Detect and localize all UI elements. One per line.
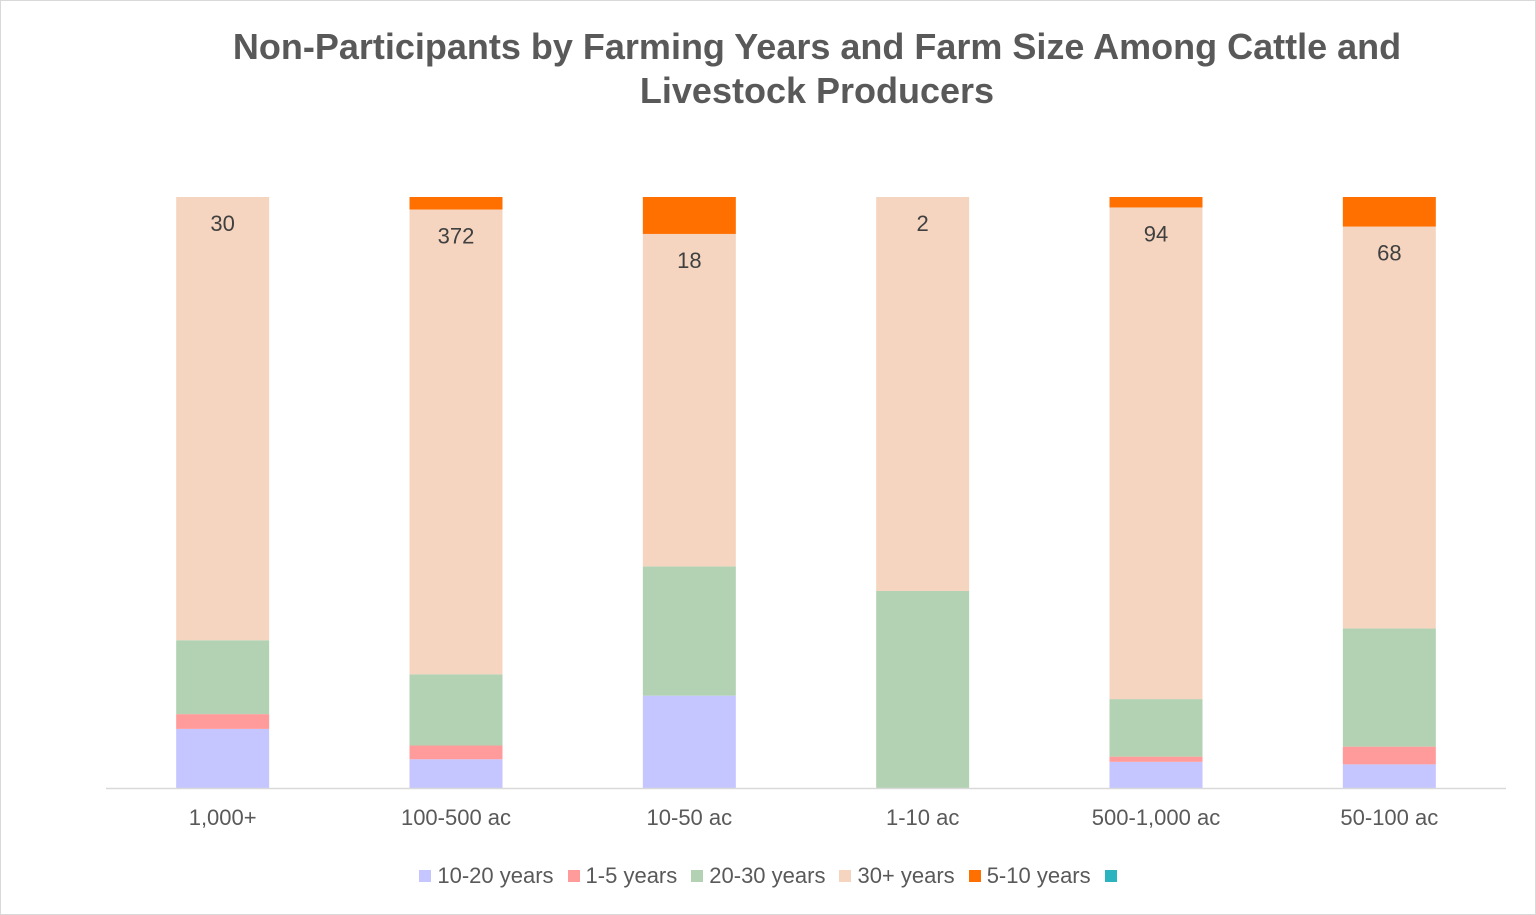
bar-segment <box>409 759 503 788</box>
legend-item: 1-5 years <box>567 861 678 891</box>
x-tick-label: 50-100 ac <box>1340 805 1438 830</box>
legend: 10-20 years 1-5 years 20-30 years 30+ years… <box>1 861 1535 891</box>
bar-segment <box>1342 628 1436 747</box>
legend-label: 1-5 years <box>585 863 678 888</box>
bar-segment <box>876 591 970 788</box>
legend-swatch <box>1104 870 1117 882</box>
data-label: 68 <box>1377 240 1401 265</box>
legend-item: 10-20 years <box>419 861 554 891</box>
legend-label: 30+ years <box>857 863 955 888</box>
bar-segment <box>409 674 503 746</box>
bar-segment <box>176 640 270 715</box>
bar-segment <box>1109 756 1203 762</box>
data-label: 94 <box>1144 221 1168 246</box>
legend-item: 30+ years <box>839 861 955 891</box>
data-label: 2 <box>917 211 929 236</box>
legend-swatch <box>691 870 704 882</box>
bar-segment <box>1109 197 1203 208</box>
bar-segment <box>642 695 736 788</box>
bar-segment <box>642 566 736 696</box>
data-label: 30 <box>210 211 234 236</box>
legend-swatch <box>839 870 852 882</box>
bar-segment <box>1342 764 1436 788</box>
legend-swatch <box>567 870 580 882</box>
chart-title: Non-Participants by Farming Years and Fa… <box>232 26 1402 111</box>
bar-segment <box>409 745 503 760</box>
bar-segment <box>409 209 503 675</box>
x-tick-label: 500-1,000 ac <box>1092 805 1220 830</box>
bar-segment <box>176 197 270 641</box>
bar-segment <box>1342 746 1436 765</box>
legend-swatch <box>419 870 432 882</box>
legend-item: 20-30 years <box>691 861 825 891</box>
bar-segment <box>409 197 503 210</box>
data-label: 372 <box>438 223 475 248</box>
legend-label: 10-20 years <box>437 863 554 888</box>
bar-segment <box>1342 197 1436 227</box>
bar-segment <box>642 197 736 234</box>
bar-segment <box>876 197 970 591</box>
bar-segment <box>176 714 270 729</box>
x-tick-label: 100-500 ac <box>401 805 511 830</box>
legend-item: 5-10 years <box>968 861 1091 891</box>
bar-segment <box>1109 207 1203 700</box>
legend-item <box>1104 861 1117 891</box>
legend-label: 5-10 years <box>986 863 1091 888</box>
bar-segment <box>176 728 270 788</box>
bar-segment <box>1109 699 1203 757</box>
x-tick-label: 1-10 ac <box>886 805 959 830</box>
bar-segment <box>1342 226 1436 629</box>
bar-segment <box>1109 761 1203 788</box>
legend-swatch <box>968 870 981 882</box>
bar-segment <box>642 233 736 567</box>
x-tick-label: 10-50 ac <box>647 805 733 830</box>
data-label: 18 <box>677 248 701 273</box>
x-tick-label: 1,000+ <box>189 805 257 830</box>
legend-label: 20-30 years <box>709 863 826 888</box>
